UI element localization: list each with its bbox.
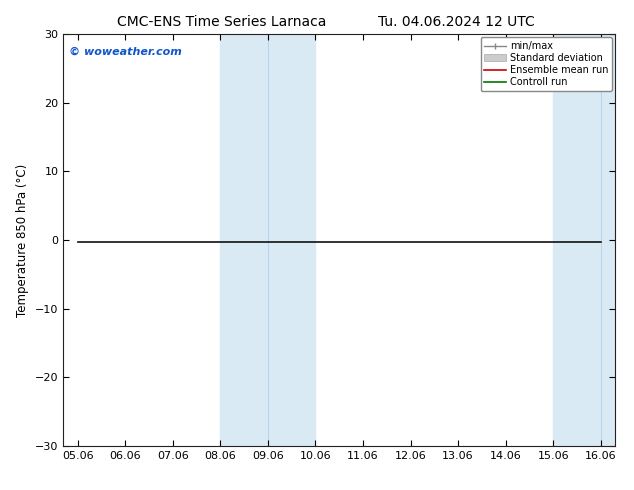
- Text: © woweather.com: © woweather.com: [69, 47, 182, 57]
- Bar: [221, 34, 315, 446]
- Legend: min/max, Standard deviation, Ensemble mean run, Controll run: min/max, Standard deviation, Ensemble me…: [481, 37, 612, 91]
- Bar: [553, 34, 634, 446]
- Y-axis label: Temperature 850 hPa (°C): Temperature 850 hPa (°C): [16, 164, 30, 317]
- Text: Tu. 04.06.2024 12 UTC: Tu. 04.06.2024 12 UTC: [378, 15, 535, 29]
- Text: CMC-ENS Time Series Larnaca: CMC-ENS Time Series Larnaca: [117, 15, 327, 29]
